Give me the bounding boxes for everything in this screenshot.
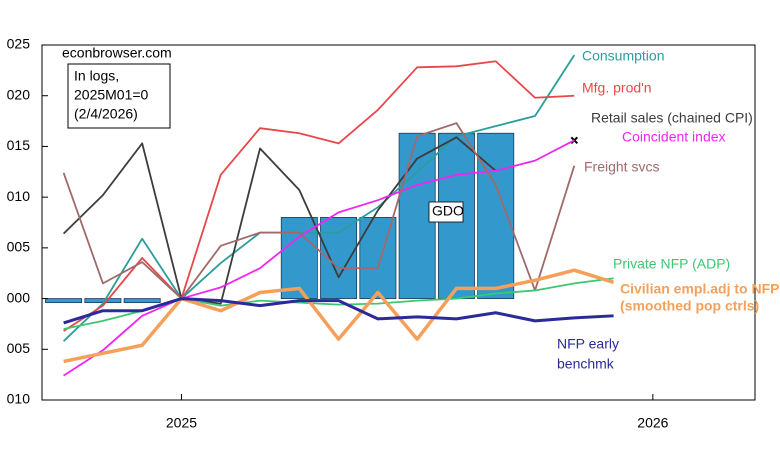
y-tick-label: 005 [7, 239, 31, 255]
plot-frame [41, 44, 756, 401]
bar [280, 217, 318, 299]
series-label: Coincident index [622, 129, 726, 145]
series-line [62, 122, 576, 300]
x-tick-label: 2026 [637, 415, 668, 431]
series-label: Civilian empl.adj to NFP [620, 281, 779, 297]
bar [359, 217, 397, 299]
series-line [63, 297, 614, 325]
bar [123, 298, 161, 304]
note-text: In logs, [74, 68, 119, 84]
source-label: econbrowser.com [62, 45, 172, 61]
series-label: Mfg. prod'n [582, 80, 652, 96]
y-tick-label: 020 [7, 86, 31, 102]
bar [477, 132, 515, 299]
y-tick-label: 005 [7, 340, 31, 356]
bar [320, 217, 358, 299]
y-tick-label: 015 [7, 137, 31, 153]
note-box [67, 63, 171, 129]
series-label: Freight svcs [584, 159, 659, 175]
series-label: Private NFP (ADP) [613, 256, 730, 272]
x-tick-label: 2025 [166, 415, 197, 431]
note-text: 2025M01=0 [74, 87, 149, 103]
series-line [63, 268, 615, 364]
y-tick-label: 010 [7, 391, 31, 407]
series-label: Retail sales (chained CPI) [591, 110, 753, 126]
series-label: NFP early [557, 336, 619, 352]
series-line [63, 60, 575, 332]
series-label: benchmk [557, 356, 615, 372]
bar [45, 298, 83, 304]
note-text: (2/4/2026) [74, 106, 138, 122]
y-tick-label: 010 [7, 188, 31, 204]
series-line [63, 139, 575, 377]
series-line [62, 136, 497, 305]
series-label: (smoothed pop ctrls) [620, 298, 759, 314]
series-label: GDO [432, 203, 464, 219]
y-tick-label: 000 [7, 289, 31, 305]
y-tick-label: 025 [7, 36, 31, 52]
series-label: Consumption [582, 48, 665, 64]
bar-label-box [428, 201, 464, 223]
